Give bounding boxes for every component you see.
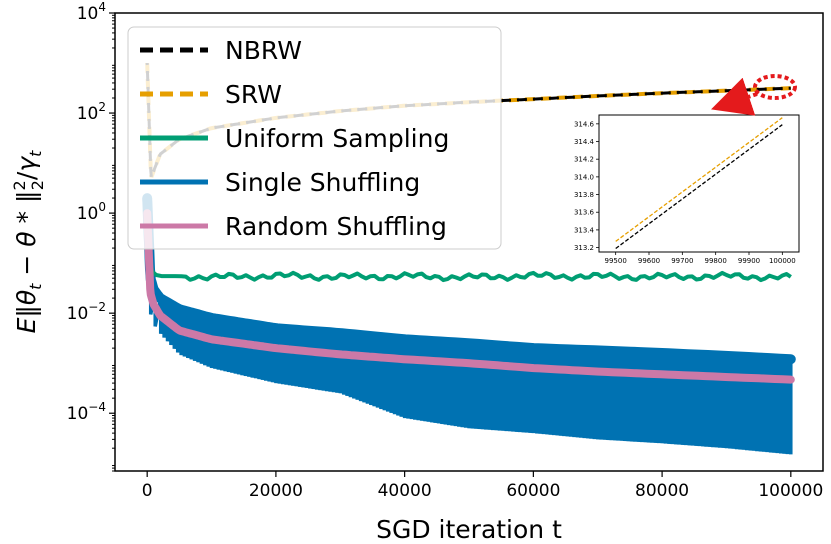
x-tick-label: 60000 — [506, 481, 560, 501]
inset-y-tick-label: 314.6 — [574, 120, 595, 128]
x-tick-label: 80000 — [635, 481, 689, 501]
x-tick-label: 0 — [142, 481, 153, 501]
y-axis-label: E‖θt − θ * ‖22/γt — [10, 150, 47, 334]
inset-series-srw — [615, 117, 783, 242]
legend-box — [127, 26, 502, 250]
inset-frame — [598, 114, 800, 253]
x-tick-label: 40000 — [378, 481, 432, 501]
x-tick-label: 100000 — [758, 481, 823, 501]
x-axis: 0 20000 40000 60000 80000 100000 — [142, 471, 823, 501]
inset-x-tick-label: 99500 — [605, 257, 627, 265]
series-random-shuffling — [143, 209, 795, 384]
legend-label: NBRW — [225, 36, 302, 65]
inset-background — [553, 111, 803, 257]
legend: NBRW SRW Uniform Sampling Single Shuffling R… — [127, 26, 502, 250]
inset-y-tick-label: 313.2 — [574, 244, 594, 252]
y-tick-label: 10−4 — [67, 400, 106, 424]
inset-x-tick-label: 99700 — [671, 257, 693, 265]
y-axis: 10−4 10−2 100 102 104 — [67, 0, 115, 472]
inset-x-tick-label: 99600 — [638, 257, 660, 265]
y-tick-label: 10−2 — [67, 300, 106, 324]
y-tick-label: 102 — [77, 100, 106, 124]
y-tick-label: 100 — [77, 200, 106, 224]
inset-y-tick-label: 313.4 — [574, 226, 595, 234]
legend-label: SRW — [225, 80, 282, 109]
series-single-shuffling — [145, 198, 793, 455]
legend-label: Random Shuffling — [225, 212, 447, 241]
inset-y-tick-label: 313.6 — [574, 209, 595, 217]
series-uniform-sampling — [145, 228, 792, 283]
x-tick-label: 20000 — [249, 481, 303, 501]
inset-x-tick-label: 100000 — [769, 257, 796, 265]
inset-y-tick-label: 314.4 — [574, 138, 595, 146]
inset-series-nbrw — [615, 124, 783, 250]
inset-x-tick-label: 99900 — [738, 257, 760, 265]
legend-label: Single Shuffling — [225, 168, 420, 197]
inset-y-tick-label: 313.8 — [574, 191, 594, 199]
highlight-arrow — [711, 77, 758, 116]
inset-chart: 99500 99600 99700 99800 99900 100000 313.2 313.… — [553, 111, 803, 265]
inset-x-tick-label: 99800 — [705, 257, 727, 265]
y-tick-label: 104 — [77, 0, 106, 24]
legend-label: Uniform Sampling — [225, 124, 449, 153]
inset-y-tick-label: 314.0 — [574, 173, 594, 181]
series-single-shuffling-upper — [142, 193, 796, 365]
x-axis-label: SGD iteration t — [376, 515, 562, 544]
plot-frame — [114, 12, 824, 472]
inset-y-tick-label: 314.2 — [574, 156, 594, 164]
